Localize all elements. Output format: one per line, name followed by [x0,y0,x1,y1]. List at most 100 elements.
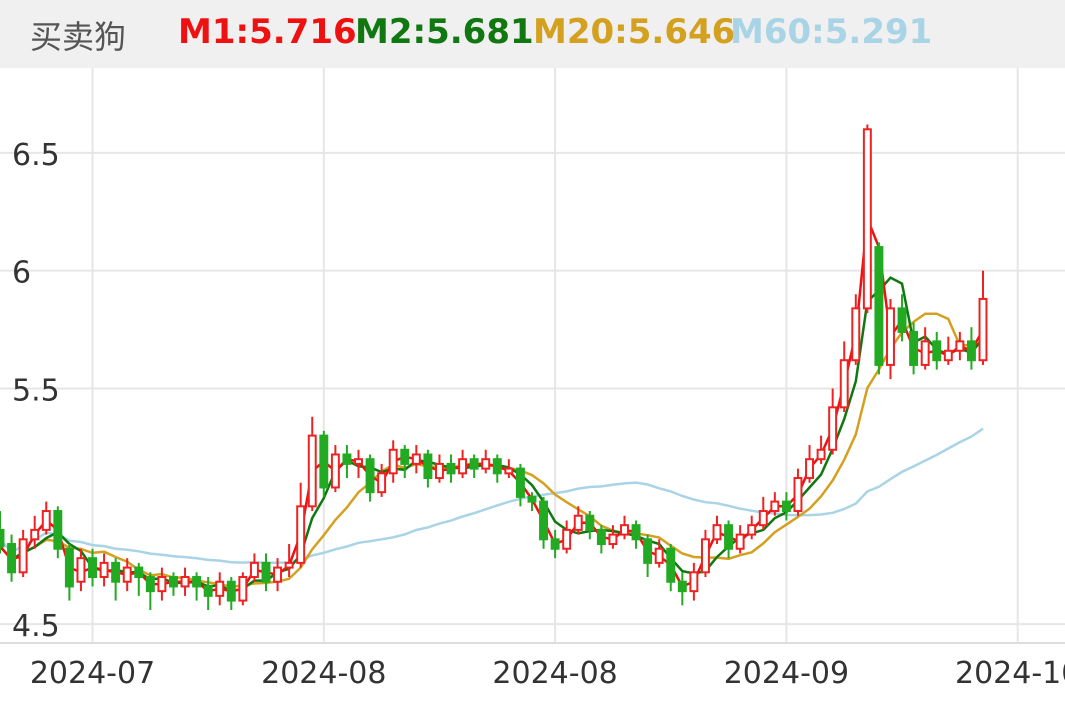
candle-body [434,462,444,480]
candle-body [342,453,352,465]
ma60-line [0,427,984,565]
indicator-header: 买卖狗 M1:5.716 M2:5.681 M20:5.646 M60:5.29… [0,0,1065,68]
candle-body [886,307,895,366]
candle-body [550,538,560,550]
candle-body [955,340,965,352]
y-tick-label: 6.5 [12,138,60,173]
candle-body [411,453,421,465]
candle-body [64,547,74,588]
candle-body [215,580,225,597]
candle-body [469,458,479,470]
y-tick-label: 5.5 [12,373,60,408]
candle-body [909,330,919,366]
candle-body [932,340,942,362]
x-tick-label: 2024-09 [724,656,849,691]
candle-body [700,538,710,574]
candle-body [770,500,780,513]
candle-body [677,580,687,593]
x-tick-label: 2024-08 [261,656,386,691]
candle-body [377,472,387,494]
candle-body [134,566,144,579]
candle-body [724,524,734,550]
candle-body [99,561,109,579]
candle-body [492,458,502,475]
candle-body [504,467,514,475]
x-tick-label: 2024-10 [955,656,1065,691]
candle-body [330,453,340,489]
candle-body [446,462,456,475]
candle-body [874,246,884,366]
candle-body [169,576,178,588]
candle-body [423,453,433,480]
candle-body [515,467,525,498]
candle-body [712,524,722,541]
candle-body [400,448,410,465]
candle-body [539,500,549,541]
candle-body [261,561,271,583]
candle-body [654,547,664,564]
candle-body [388,448,398,475]
candle-body [296,505,306,564]
candle-body [781,500,791,513]
candle-body [608,533,618,546]
candle-body [7,543,17,574]
candle-body [966,340,976,362]
ma1-line [0,218,985,593]
candle-body [793,477,803,513]
candle-body [458,458,468,475]
candle-body [18,538,28,574]
candle-body [319,434,329,489]
candle-body [226,580,236,602]
candle-body [758,510,768,527]
candle-body [527,495,537,503]
candle-body [689,571,699,593]
candle-body [943,349,953,362]
candle-body [53,510,63,550]
candle-body [145,576,155,593]
candle-body [862,128,872,310]
candle-body [111,561,121,583]
candle-body [573,514,583,531]
candle-body [839,359,849,409]
ma60-indicator: M60:5.291 [730,12,933,52]
candle-body [273,566,283,583]
ma1-indicator: M1:5.716 [178,12,357,52]
candle-body [735,533,745,550]
candle-body [0,528,5,548]
ma2-indicator: M2:5.681 [355,12,534,52]
candle-body [920,340,930,366]
candle-body [238,576,248,602]
candle-body [897,307,907,333]
candle-body [180,576,190,588]
candle-body [747,524,757,536]
candle-body [666,547,676,583]
candle-body [41,510,51,531]
candle-body [643,538,653,564]
candle-body [284,561,294,569]
y-tick-label: 4.5 [12,609,60,644]
candle-body [365,458,375,494]
ma20-indicator: M20:5.646 [533,12,736,52]
app-title: 买卖狗 [30,18,127,56]
candle-body [816,448,826,461]
candle-body [76,557,86,583]
candle-body [481,458,491,470]
candle-body [631,524,641,541]
candle-body [805,458,814,480]
candle-body [828,406,838,451]
candle-body [88,557,97,579]
candle-body [30,528,40,541]
candle-body [562,528,572,550]
x-tick-label: 2024-07 [30,656,155,691]
y-tick-label: 6 [12,256,31,291]
candle-body [620,524,629,536]
candle-body [249,561,259,579]
candle-body [585,514,595,531]
candle-body [203,585,213,597]
candle-body [307,434,317,508]
candle-body [122,566,132,583]
x-tick-label: 2024-08 [492,656,617,691]
candle-body [192,576,202,588]
candle-body [978,297,988,362]
candle-body [354,458,363,465]
